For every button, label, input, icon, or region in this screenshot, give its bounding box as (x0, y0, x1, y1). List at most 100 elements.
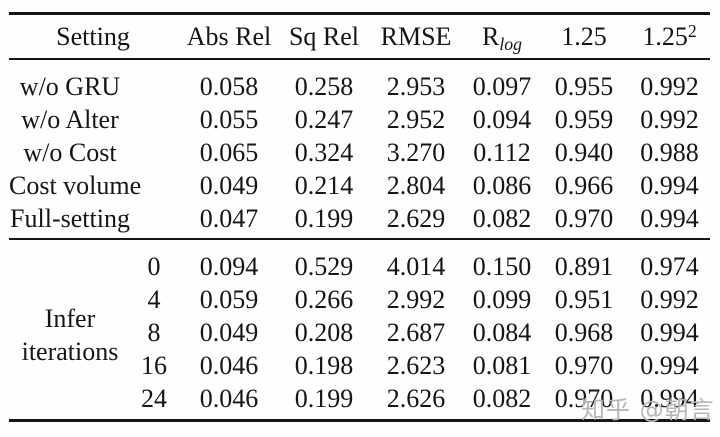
table-cell: 0.049 (199, 170, 259, 200)
table-cell: 0.994 (640, 350, 699, 380)
table-cell: 0.058 (199, 71, 259, 101)
table-row: w/o Alter 0.055 0.247 2.952 0.094 0.959 … (9, 103, 710, 136)
table-cell: 0.086 (472, 170, 532, 200)
table-cell: 2.992 (386, 284, 446, 314)
table-cell: 0.970 (554, 383, 614, 413)
table-cell: 0.970 (554, 350, 614, 380)
table-row: Infer iterations 0 0.094 0.529 4.014 0.15… (9, 239, 710, 366)
table-cell: 4.014 (386, 251, 446, 281)
table-cell: 0.992 (640, 284, 699, 314)
table-cell: 0.951 (554, 284, 614, 314)
table-cell: 0.994 (640, 170, 699, 200)
table-cell: 0.150 (472, 251, 532, 281)
column-header-delta1: 1.25 (561, 21, 607, 51)
spacer-cell (131, 136, 177, 169)
setting-label: w/o Cost (23, 137, 117, 167)
iteration-count: 4 (147, 284, 161, 314)
setting-label: w/o Alter (21, 104, 119, 134)
table-cell: 0.082 (472, 383, 532, 413)
table-cell: 0.112 (473, 137, 531, 167)
table-cell: 2.623 (386, 350, 446, 380)
table-cell: 0.047 (199, 203, 259, 233)
delta2-base: 1.25 (642, 21, 688, 51)
table-row: 16 0.046 0.198 2.623 0.081 0.970 0.994 (9, 349, 710, 382)
table-cell: 0.214 (294, 170, 354, 200)
table-cell: 0.324 (294, 137, 354, 167)
table-cell: 0.992 (640, 104, 699, 134)
table-header: Setting Abs Rel Sq Rel RMSE Rlog 1.25 1.… (9, 14, 711, 60)
table-cell: 0.891 (554, 251, 614, 281)
table-cell: 0.082 (472, 203, 532, 233)
table-cell: 0.081 (472, 350, 532, 380)
setting-label: Cost volume (9, 170, 142, 200)
table-cell: 0.247 (294, 104, 354, 134)
table-cell: 3.270 (386, 137, 446, 167)
setting-label: w/o GRU (19, 71, 121, 101)
table-cell: 0.099 (472, 284, 532, 314)
table-cell: 0.046 (199, 383, 259, 413)
table-row: Full-setting 0.047 0.199 2.629 0.082 0.9… (9, 202, 710, 239)
infer-label-line2: iterations (21, 336, 119, 366)
table-cell: 0.208 (294, 317, 354, 347)
table-cell: 2.804 (386, 170, 446, 200)
table-cell: 0.968 (554, 317, 614, 347)
table-cell: 0.988 (640, 137, 699, 167)
table-row: 24 0.046 0.199 2.626 0.082 0.970 0.994 (9, 382, 710, 421)
table-cell: 0.199 (294, 383, 354, 413)
rlog-base: R (482, 21, 500, 51)
table-cell: 0.055 (199, 104, 259, 134)
column-header-abs-rel: Abs Rel (186, 21, 272, 51)
spacer-cell (131, 59, 177, 103)
table-cell: 0.084 (472, 317, 532, 347)
infer-label-line1: Infer (44, 303, 96, 333)
table-cell: 0.059 (199, 284, 259, 314)
table-cell: 0.955 (554, 71, 614, 101)
table-row: w/o GRU 0.058 0.258 2.953 0.097 0.955 0.… (9, 59, 710, 103)
column-header-delta2: 1.252 (629, 14, 710, 60)
table-cell: 2.629 (386, 203, 446, 233)
table-cell: 0.966 (554, 170, 614, 200)
iteration-count: 16 (141, 350, 167, 380)
table-cell: 0.046 (199, 350, 259, 380)
header-row: Setting Abs Rel Sq Rel RMSE Rlog 1.25 1.… (9, 14, 711, 60)
iteration-count: 0 (147, 251, 161, 281)
table-cell: 0.049 (199, 317, 259, 347)
table-cell: 0.097 (472, 71, 532, 101)
ablation-results-table: Setting Abs Rel Sq Rel RMSE Rlog 1.25 1.… (9, 12, 711, 422)
table-row: Cost volume 0.049 0.214 2.804 0.086 0.96… (9, 169, 710, 202)
table-cell: 0.994 (640, 317, 699, 347)
table-cell: 0.994 (640, 383, 699, 413)
column-header-rlog: Rlog (465, 14, 539, 60)
table-cell: 0.094 (472, 104, 532, 134)
table-cell: 0.970 (554, 203, 614, 233)
infer-iterations-section: Infer iterations 0 0.094 0.529 4.014 0.15… (9, 239, 710, 421)
table-cell: 0.065 (199, 137, 259, 167)
table-cell: 2.626 (386, 383, 446, 413)
table-cell: 2.687 (386, 317, 446, 347)
infer-iterations-label: Infer iterations (9, 239, 131, 421)
table-cell: 0.199 (294, 203, 354, 233)
table-cell: 0.266 (294, 284, 354, 314)
table-cell: 0.940 (554, 137, 614, 167)
table-container: Setting Abs Rel Sq Rel RMSE Rlog 1.25 1.… (9, 12, 711, 422)
table-row: w/o Cost 0.065 0.324 3.270 0.112 0.940 0… (9, 136, 710, 169)
column-header-rmse: RMSE (380, 21, 452, 51)
table-cell: 0.959 (554, 104, 614, 134)
delta2-superscript: 2 (687, 20, 697, 41)
table-cell: 0.529 (294, 251, 354, 281)
ablation-settings-section: w/o GRU 0.058 0.258 2.953 0.097 0.955 0.… (9, 59, 711, 239)
iteration-count: 24 (141, 383, 167, 413)
setting-label: Full-setting (10, 203, 130, 233)
table-cell: 0.094 (199, 251, 259, 281)
table-row: 4 0.059 0.266 2.992 0.099 0.951 0.992 (9, 283, 710, 316)
spacer-cell (131, 202, 177, 239)
table-cell: 0.992 (640, 71, 699, 101)
column-header-sq-rel: Sq Rel (288, 21, 360, 51)
table-cell: 2.953 (386, 71, 446, 101)
table-cell: 2.952 (386, 104, 446, 134)
column-header-setting: Setting (56, 21, 130, 51)
table-cell: 0.994 (640, 203, 699, 233)
rlog-subscript: log (499, 33, 522, 54)
spacer-cell (131, 103, 177, 136)
